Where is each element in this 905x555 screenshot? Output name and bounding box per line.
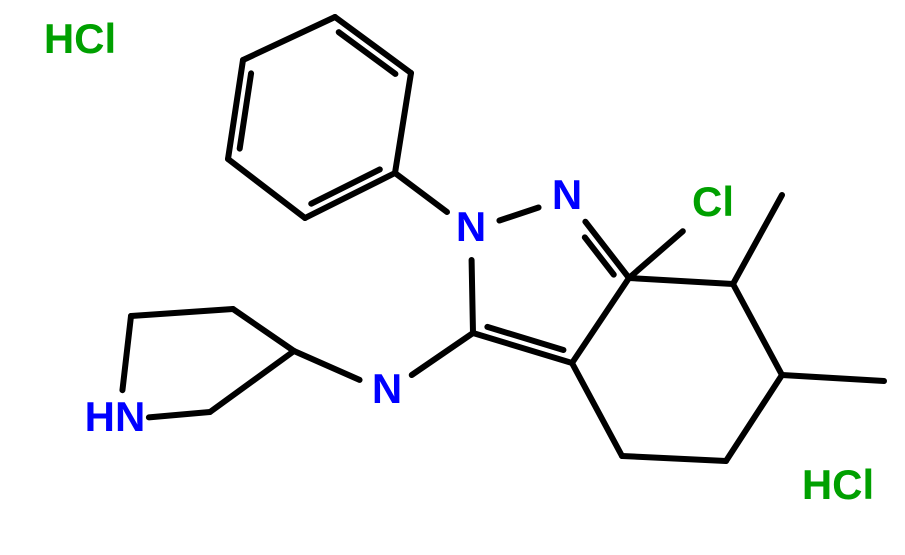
atom-labels: N N Cl N HN HCl HCl: [44, 15, 874, 508]
atom-N2: N: [552, 171, 582, 218]
bonds: [122, 17, 884, 461]
label-HCl1: HCl: [44, 15, 116, 62]
atom-Cl6: Cl: [692, 178, 734, 225]
molecule-canvas: N N Cl N HN HCl HCl: [0, 0, 905, 555]
atom-N10: HN: [85, 393, 146, 440]
atom-N1: N: [456, 203, 486, 250]
atom-N7: N: [372, 365, 402, 412]
label-HCl2: HCl: [802, 461, 874, 508]
